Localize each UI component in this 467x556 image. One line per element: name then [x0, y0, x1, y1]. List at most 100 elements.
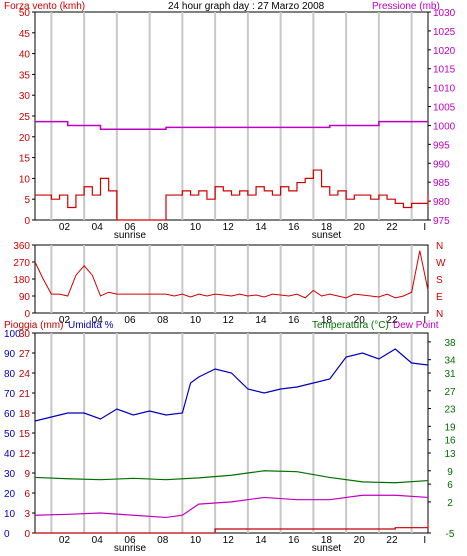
wind-tick-label: 10 [19, 174, 31, 185]
wind-tick-label: 20 [19, 133, 31, 144]
pressure-tick-label: 1025 [433, 27, 456, 38]
temperature-tick-label: 34 [444, 356, 456, 367]
humidity-tick-label: 10 [4, 509, 16, 520]
temperature-tick-label: 38 [444, 338, 456, 349]
series-line-0 [34, 348, 429, 422]
x-tick-label: I [423, 315, 426, 326]
wind-pressure-panel: 0510152025303540455097598098599099510001… [19, 8, 456, 241]
pressure-tick-label: 1000 [433, 121, 456, 132]
x-tick-label: 08 [157, 535, 169, 546]
x-tick-label: 16 [288, 222, 300, 233]
humidity-tick-label: 70 [4, 389, 16, 400]
x-tick-label: 18 [321, 222, 333, 233]
direction-tick-label: 90 [19, 292, 31, 303]
wind-tick-label: 50 [19, 8, 31, 19]
x-tick-label: 16 [288, 535, 300, 546]
temperature-tick-label: 13 [444, 449, 456, 460]
temp-plot-frame [34, 332, 429, 534]
x-tick-label: 14 [255, 315, 267, 326]
series-line-3 [35, 522, 429, 534]
rain-axis-label: Pioggia (mm) [4, 320, 64, 331]
x-tick-label: 02 [59, 315, 71, 326]
sunrise-label: sunrise [114, 230, 147, 241]
x-tick-label: 22 [386, 535, 398, 546]
temperature-tick-label: 19 [444, 422, 456, 433]
temperature-axis-label: Temperatura (°C) [312, 320, 389, 331]
humidity-tick-label: 20 [4, 489, 16, 500]
x-tick-label: 20 [354, 535, 366, 546]
x-tick-label: 18 [321, 315, 333, 326]
sunrise-label: sunrise [114, 543, 147, 554]
direction-tick-label: 180 [13, 275, 30, 286]
x-tick-label: I [423, 535, 426, 546]
direction-tick-label: 270 [13, 258, 30, 269]
wind-tick-label: 25 [19, 112, 31, 123]
x-tick-label: 12 [223, 535, 235, 546]
x-tick-label: 12 [223, 222, 235, 233]
x-tick-label: 14 [255, 222, 267, 233]
rain-tick-label: 3 [24, 509, 30, 520]
rain-tick-label: 9 [24, 469, 30, 480]
humidity-tick-label: 90 [4, 349, 16, 360]
rain-tick-label: 15 [19, 429, 31, 440]
humidity-tick-label: 100 [4, 329, 21, 340]
x-tick-label: 08 [157, 222, 169, 233]
direction-tick-label: 0 [24, 309, 30, 320]
wind-tick-label: 45 [19, 29, 31, 40]
x-tick-label: I [423, 222, 426, 233]
humidity-tick-label: 30 [4, 469, 16, 480]
rain-tick-label: 12 [19, 449, 31, 460]
rain-tick-label: 24 [19, 369, 31, 380]
wind-tick-label: 0 [24, 216, 30, 227]
x-tick-label: 18 [321, 535, 333, 546]
humidity-tick-label: 40 [4, 449, 16, 460]
x-tick-label: 10 [190, 535, 202, 546]
wind-tick-label: 15 [19, 154, 31, 165]
x-tick-label: 14 [255, 535, 267, 546]
rain-tick-label: 30 [19, 329, 31, 340]
x-tick-label: 06 [124, 222, 136, 233]
direction-plot-frame [34, 244, 429, 314]
temperature-tick-label: 23 [444, 405, 456, 416]
rain-tick-label: 27 [19, 349, 31, 360]
pressure-tick-label: 980 [433, 197, 450, 208]
humidity-tick-label: 0 [4, 529, 10, 540]
dewpoint-axis-label: Dew Point [393, 320, 439, 331]
temperature-tick-label: 6 [447, 480, 453, 491]
x-tick-label: 22 [386, 222, 398, 233]
wind-series-line [35, 169, 429, 221]
x-tick-label: 22 [386, 315, 398, 326]
x-tick-label: 10 [190, 222, 202, 233]
direction-series-line [34, 250, 429, 299]
pressure-tick-label: 990 [433, 159, 450, 170]
x-tick-label: 04 [92, 222, 104, 233]
humidity-tick-label: 60 [4, 409, 16, 420]
pressure-tick-label: 995 [433, 140, 450, 151]
rain-tick-label: 0 [24, 529, 30, 540]
compass-label: S [436, 275, 443, 286]
temperature-tick-label: -5 [446, 529, 455, 540]
rain-tick-label: 6 [24, 489, 30, 500]
temperature-tick-label: 9 [447, 467, 453, 478]
temperature-tick-label: 2 [447, 498, 453, 509]
x-tick-label: 10 [190, 315, 202, 326]
wind-tick-label: 30 [19, 91, 31, 102]
series-line-2 [34, 494, 429, 519]
sunset-label: sunset [312, 230, 342, 241]
pressure-series-line [35, 120, 428, 130]
compass-label: N [436, 241, 443, 252]
x-tick-label: 02 [59, 222, 71, 233]
humidity-axis-label: Umidita % [68, 320, 114, 331]
wind-tick-label: 35 [19, 70, 31, 81]
temperature-tick-label: 31 [444, 369, 456, 380]
compass-label: W [436, 258, 446, 269]
pressure-tick-label: 975 [433, 216, 450, 227]
pressure-tick-label: 1015 [433, 65, 456, 76]
compass-label: E [436, 292, 443, 303]
rain-tick-label: 21 [19, 389, 31, 400]
humidity-tick-label: 50 [4, 429, 16, 440]
wind-tick-label: 5 [24, 195, 30, 206]
chart-title: 24 hour graph day : 27 Marzo 2008 [168, 1, 325, 12]
